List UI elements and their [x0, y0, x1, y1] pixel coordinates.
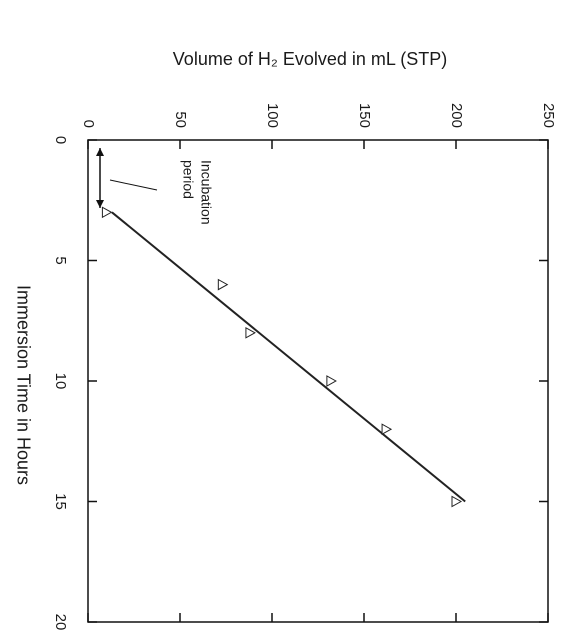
- y-axis-title: Volume of H₂ Evolved in mL (STP): [173, 49, 447, 69]
- fit-line: [111, 211, 466, 503]
- y-tick-label: 50: [172, 111, 189, 128]
- y-tick-label: 200: [448, 103, 465, 128]
- data-point: [101, 206, 113, 219]
- y-tick-label: 250: [540, 103, 557, 128]
- data-point: [381, 423, 393, 436]
- x-axis-title: Immersion Time in Hours: [13, 285, 33, 485]
- rotated-plot: Immersion Time in Hours Volume of H₂ Evo…: [13, 49, 557, 631]
- x-tick-label: 0: [52, 136, 69, 144]
- data-point: [451, 495, 463, 508]
- x-tick-label: 5: [52, 256, 69, 264]
- x-tick-label: 10: [52, 373, 69, 390]
- y-tick-label: 150: [356, 103, 373, 128]
- y-tick-label: 0: [80, 120, 97, 128]
- x-tick-label: 20: [52, 614, 69, 631]
- x-tick-label: 15: [52, 493, 69, 510]
- annotation: period: [180, 160, 196, 199]
- data-point: [217, 278, 229, 291]
- data-point: [245, 326, 256, 339]
- leader-line: [109, 179, 158, 191]
- y-tick-label: 100: [264, 103, 281, 128]
- data-point: [326, 375, 337, 387]
- annotation: Incubation: [198, 160, 214, 225]
